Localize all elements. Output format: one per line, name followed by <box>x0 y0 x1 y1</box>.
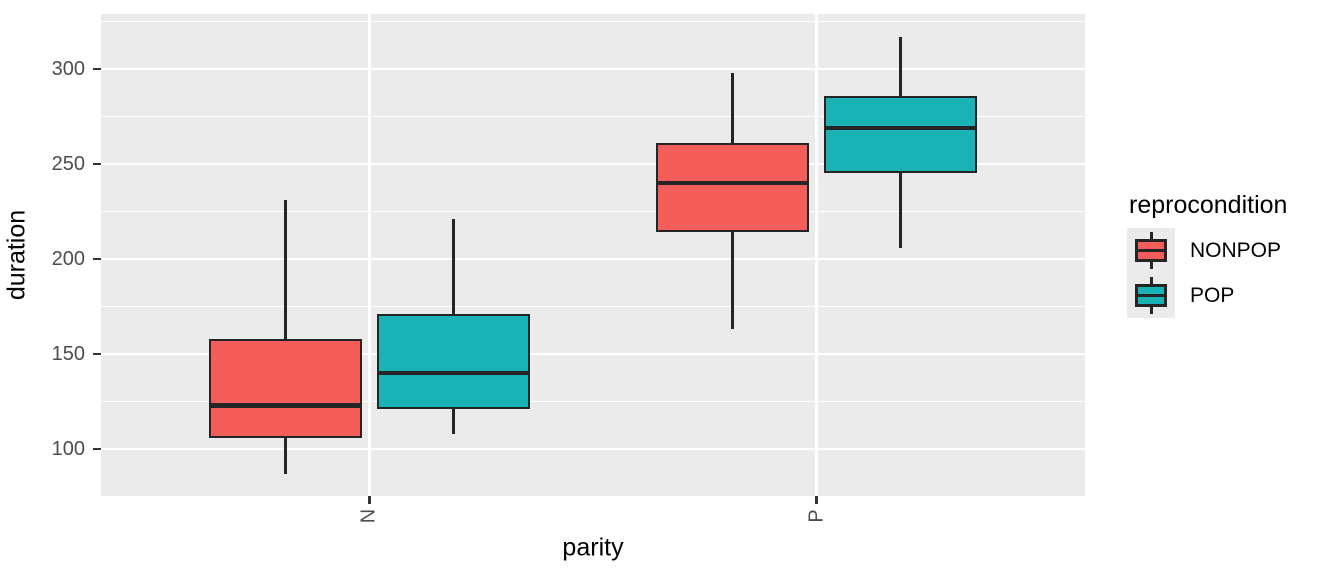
y-tick-mark <box>93 447 101 451</box>
gridline-minor <box>101 400 1085 403</box>
median-pop-n <box>376 370 530 376</box>
gridline-major-x <box>368 14 371 496</box>
whisker-nonpop-n <box>284 200 287 474</box>
x-tick-mark <box>815 496 818 504</box>
key-median-line <box>1138 294 1164 297</box>
y-tick-mark <box>93 352 101 356</box>
gridline-major-x <box>815 14 818 496</box>
legend: NONPOP POP <box>1127 228 1281 318</box>
median-nonpop-p <box>656 180 810 186</box>
box-pop-p <box>824 95 978 174</box>
legend-item-label: POP <box>1190 283 1235 307</box>
gridline-major <box>101 447 1085 451</box>
y-tick-label: 200 <box>51 247 85 270</box>
plot-panel <box>101 14 1085 496</box>
y-tick-mark <box>93 257 101 261</box>
box-pop-n <box>376 314 530 410</box>
median-pop-p <box>824 125 978 131</box>
legend-item-pop: POP <box>1127 273 1281 318</box>
x-axis-title: parity <box>562 533 624 562</box>
x-tick-label: P <box>805 509 828 523</box>
gridline-major <box>101 257 1085 261</box>
boxplot-key-icon <box>1127 228 1175 273</box>
gridline-minor <box>101 305 1085 308</box>
boxplot-key-icon <box>1127 273 1175 318</box>
y-tick-label: 300 <box>51 57 85 80</box>
x-tick-label: N <box>357 508 380 524</box>
gridline-minor <box>101 115 1085 118</box>
y-tick-label: 150 <box>51 343 85 366</box>
gridline-major <box>101 67 1085 71</box>
legend-item-label: NONPOP <box>1190 238 1282 262</box>
gridline-minor <box>101 20 1085 23</box>
y-tick-label: 100 <box>51 438 85 461</box>
y-tick-mark <box>93 67 101 71</box>
key-median-line <box>1138 249 1164 252</box>
box-nonpop-n <box>208 338 362 438</box>
legend-title: reprocondition <box>1129 191 1288 219</box>
y-tick-label: 250 <box>51 152 85 175</box>
median-nonpop-n <box>208 403 362 408</box>
legend-item-nonpop: NONPOP <box>1127 228 1281 273</box>
x-tick-mark <box>368 496 371 504</box>
box-nonpop-p <box>656 143 810 233</box>
gridline-major <box>101 352 1085 356</box>
y-tick-mark <box>93 162 101 166</box>
key-box <box>1135 239 1167 262</box>
gridline-minor <box>101 210 1085 213</box>
key-box <box>1135 284 1167 307</box>
gridline-major <box>101 162 1085 166</box>
